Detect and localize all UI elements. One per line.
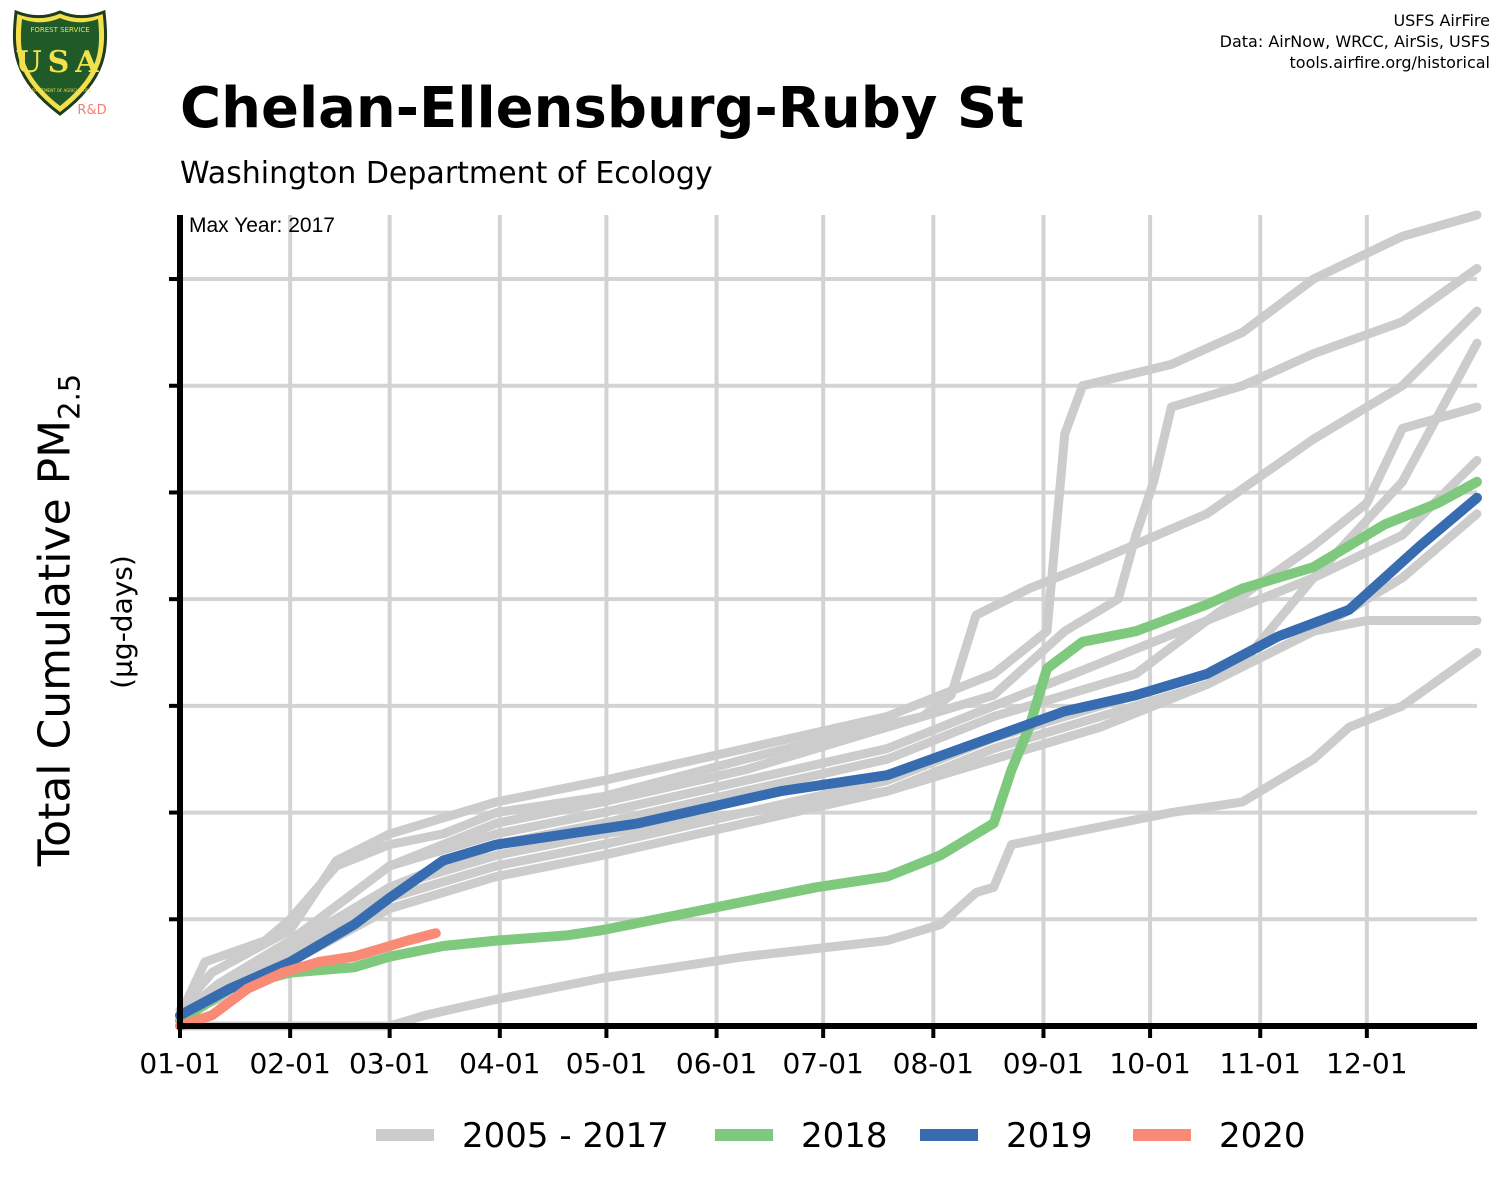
legend-label: 2005 - 2017 xyxy=(462,1116,669,1156)
x-tick-label: 07-01 xyxy=(782,1047,863,1080)
legend-label: 2019 xyxy=(1006,1116,1093,1156)
x-tick-label: 05-01 xyxy=(566,1047,647,1080)
logo-rd-tag: R&D xyxy=(77,103,106,118)
legend-label: 2020 xyxy=(1219,1116,1306,1156)
series-line-background-year xyxy=(175,402,1482,1020)
x-tick-label: 02-01 xyxy=(249,1047,330,1080)
x-tick-label: 03-01 xyxy=(349,1047,430,1080)
series-line-background-year xyxy=(175,455,1482,1020)
series-line-2018 xyxy=(175,476,1482,1026)
y-axis-units: (µg-days) xyxy=(105,555,139,689)
x-ticks: 01-01 02-01 03-01 04-01 05-01 06-01 07-01 08-01… xyxy=(139,1026,1408,1080)
credit-line: tools.airfire.org/historical xyxy=(1289,53,1490,72)
chart-title: Chelan-Ellensburg-Ruby St xyxy=(180,76,1024,141)
legend: 2005 - 2017 2018 2019 2020 xyxy=(376,1116,1306,1156)
x-tick-label: 12-01 xyxy=(1326,1047,1407,1080)
grid xyxy=(178,215,1477,1026)
x-tick-label: 01-01 xyxy=(139,1047,220,1080)
logo-letters: USA xyxy=(15,45,104,80)
logo-top-text: FOREST SERVICE xyxy=(30,26,89,34)
logo-bottom-text: DEPARTMENT OF AGRICULTURE xyxy=(29,88,92,93)
chart-subtitle: Washington Department of Ecology xyxy=(180,156,713,191)
x-tick-label: 11-01 xyxy=(1220,1047,1301,1080)
credit-line: Data: AirNow, WRCC, AirSis, USFS xyxy=(1219,32,1490,51)
x-tick-label: 09-01 xyxy=(1003,1047,1084,1080)
y-axis-label-subscript: 2.5 xyxy=(52,373,87,420)
y-axis-label-main: Total Cumulative PM xyxy=(29,419,81,867)
series-line-background-year xyxy=(175,210,1482,1015)
x-tick-label: 10-01 xyxy=(1109,1047,1190,1080)
series-lines xyxy=(175,210,1482,1031)
series-line-background-year xyxy=(175,648,1482,1031)
series-line-2019 xyxy=(175,492,1482,1021)
y-axis-label: Total Cumulative PM2.5 xyxy=(30,374,87,866)
x-tick-label: 06-01 xyxy=(676,1047,757,1080)
x-tick-label: 08-01 xyxy=(893,1047,974,1080)
credit-line: USFS AirFire xyxy=(1393,11,1490,30)
series-line-2020 xyxy=(175,928,441,1031)
forest-service-shield-logo: FOREST SERVICE USA DEPARTMENT OF AGRICUL… xyxy=(12,9,108,118)
legend-label: 2018 xyxy=(801,1116,888,1156)
credits: USFS AirFire Data: AirNow, WRCC, AirSis,… xyxy=(1220,10,1490,73)
x-tick-label: 04-01 xyxy=(459,1047,540,1080)
y-ticks xyxy=(169,277,180,922)
max-year-annotation: Max Year: 2017 xyxy=(189,214,335,237)
